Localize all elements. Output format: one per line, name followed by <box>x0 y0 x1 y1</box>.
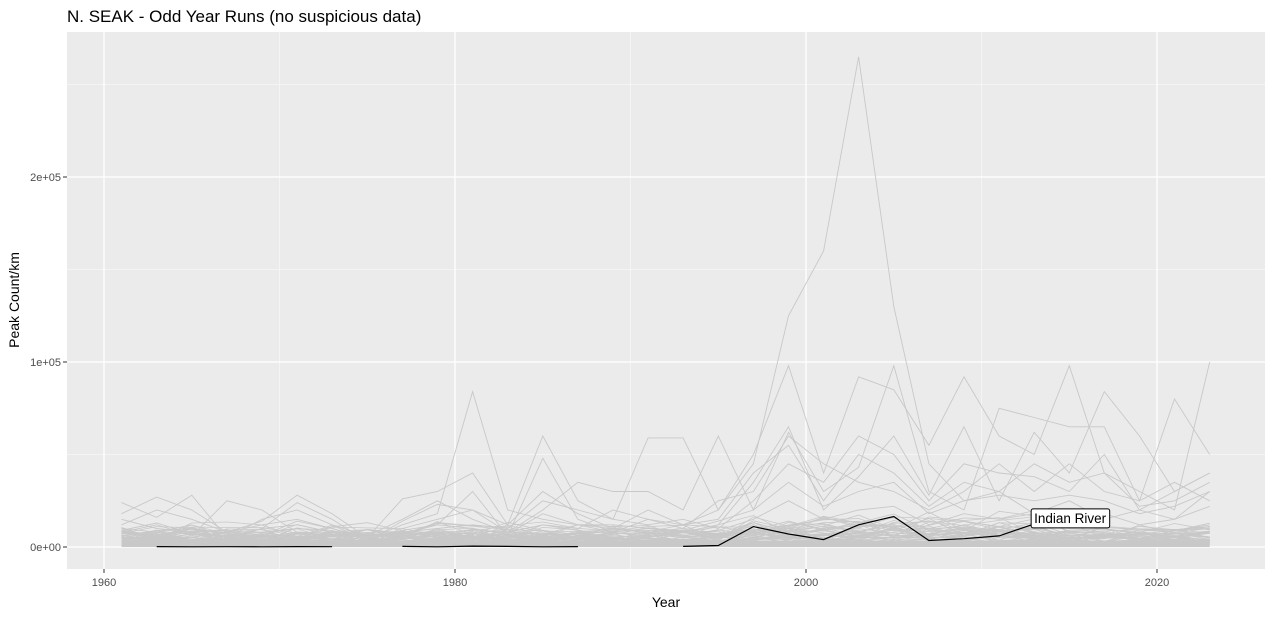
background-series-line <box>121 517 1210 541</box>
background-series-band <box>121 540 1210 547</box>
x-tick-label: 2020 <box>1145 577 1169 589</box>
annotation-label: Indian River <box>1034 511 1107 526</box>
indian-river-line <box>683 515 1035 547</box>
background-series-line <box>121 435 1210 539</box>
annotation-box <box>1030 508 1111 529</box>
y-tick-label: 0e+00 <box>30 542 61 554</box>
highlight-series-group <box>156 515 1035 548</box>
background-series-line <box>121 518 1210 541</box>
y-tick-label: 1e+05 <box>30 357 61 369</box>
axes: 1960 1980 2000 2020 0e+00 1e+05 2e+05 <box>30 172 1169 589</box>
indian-river-line <box>402 545 578 548</box>
background-series-group <box>121 56 1211 547</box>
x-tick-label: 2000 <box>794 577 818 589</box>
annotation-group: Indian River <box>1030 508 1111 529</box>
chart-title: N. SEAK - Odd Year Runs (no suspicious d… <box>67 7 421 26</box>
x-axis-title: Year <box>652 594 681 610</box>
background-series-line <box>121 527 1210 544</box>
plot-panel <box>67 32 1265 569</box>
x-tick-label: 1960 <box>92 577 116 589</box>
background-series-line <box>121 521 1210 542</box>
background-series-line <box>121 510 1210 539</box>
y-axis-title: Peak Count/km <box>6 252 22 348</box>
x-tick-label: 1980 <box>443 577 467 589</box>
background-series-line <box>121 361 1211 539</box>
background-series-line <box>121 520 1210 541</box>
background-series-line <box>121 364 1211 543</box>
background-series-line <box>121 527 1210 543</box>
background-series-line <box>121 522 1210 542</box>
y-tick-label: 2e+05 <box>30 172 61 184</box>
